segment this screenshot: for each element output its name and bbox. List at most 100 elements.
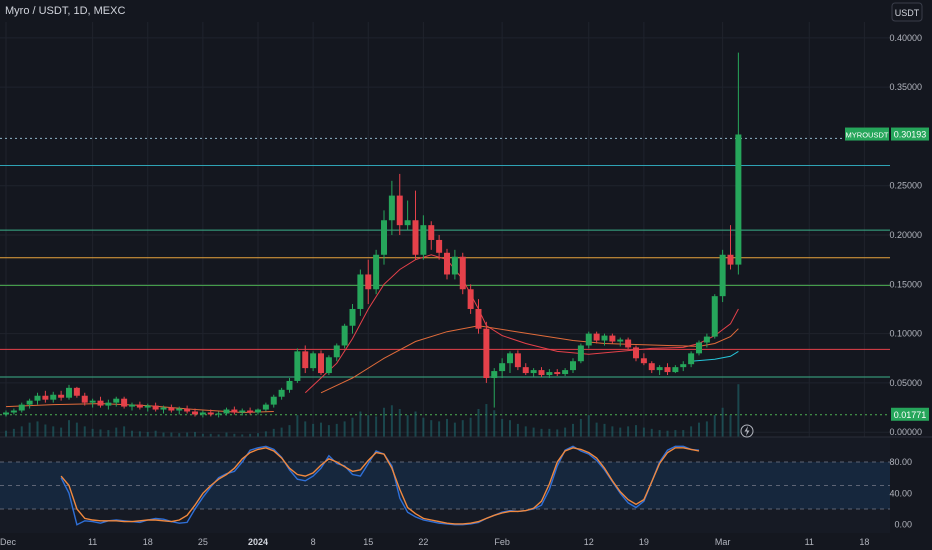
candle-body — [601, 335, 608, 341]
candle — [688, 351, 695, 368]
candle — [247, 407, 254, 415]
candle — [451, 249, 458, 280]
volume-bar — [375, 416, 378, 440]
candle-body — [199, 412, 206, 415]
candle — [617, 337, 624, 347]
volume-bar — [131, 430, 133, 440]
currency-button[interactable]: USDT — [891, 2, 923, 22]
price-tick-label: 0.40000 — [889, 33, 922, 43]
volume-bar — [225, 432, 228, 440]
candle — [585, 331, 592, 349]
volume-bar — [658, 430, 661, 440]
candle-body — [451, 256, 458, 275]
candle — [270, 394, 277, 408]
candle-body — [113, 398, 120, 403]
volume-bar — [572, 423, 574, 440]
candle-body — [215, 413, 222, 415]
candle-body — [467, 289, 474, 309]
candle-body — [562, 370, 569, 375]
candle — [58, 390, 65, 401]
candle — [318, 350, 324, 376]
candle-body — [735, 134, 742, 265]
candle — [152, 402, 159, 412]
time-axis[interactable]: Dec 11 18 25 2024 8 15 22 Feb 12 19 Mar 11 18 — [0, 537, 869, 547]
volume-bar — [44, 424, 47, 440]
candle-body — [81, 395, 88, 403]
volume-bar — [107, 430, 110, 440]
candle — [10, 408, 17, 415]
last-price-label: 0.01771 — [894, 410, 927, 420]
volume-bar — [335, 423, 338, 440]
candle — [255, 408, 261, 415]
volume-bar — [359, 411, 362, 440]
candle-body — [152, 405, 159, 410]
candle — [562, 368, 569, 377]
volume-bar — [146, 431, 149, 440]
candle — [231, 406, 238, 415]
candle — [546, 369, 553, 378]
volume-bar — [556, 429, 559, 440]
candle-body — [255, 409, 261, 413]
volume-bar — [721, 407, 724, 440]
price-tick-label: 0.10000 — [889, 329, 922, 339]
candle-body — [625, 339, 632, 348]
candle — [325, 355, 332, 376]
candle — [412, 190, 419, 260]
candle-body — [286, 380, 293, 390]
volume-bar — [194, 431, 196, 440]
candle-body — [396, 195, 403, 226]
candle — [601, 333, 608, 346]
candle — [262, 402, 269, 412]
candle-body — [42, 395, 49, 400]
candle-body — [475, 308, 482, 329]
candle-body — [144, 405, 151, 408]
volume-bar — [430, 420, 433, 440]
candle — [357, 269, 364, 316]
price-axis[interactable]: 0.40000 0.35000 0.25000 0.20000 0.15000 0.100… — [845, 33, 929, 530]
candle — [404, 200, 411, 231]
candle-body — [73, 387, 80, 396]
candle — [286, 377, 293, 393]
lightning-icon[interactable] — [740, 424, 754, 438]
candle — [467, 284, 474, 314]
volume-bar — [438, 421, 441, 440]
candle-body — [333, 345, 340, 358]
candle — [113, 396, 120, 407]
candle-body — [294, 351, 301, 381]
candle-body — [349, 308, 356, 326]
candle — [34, 392, 41, 405]
time-tick-label: 15 — [363, 537, 373, 547]
volume-bar — [60, 427, 63, 440]
candle — [26, 398, 33, 409]
candle — [89, 398, 96, 408]
candle — [522, 363, 529, 376]
candle — [633, 345, 639, 362]
candle — [396, 173, 403, 236]
volume-bar — [461, 420, 464, 440]
candle-body — [727, 254, 734, 265]
volume-bar — [642, 427, 645, 440]
candle-body — [184, 408, 191, 412]
candle — [239, 408, 246, 416]
candle-body — [247, 410, 254, 413]
volume-bar — [627, 426, 630, 440]
candle-body — [696, 342, 702, 354]
candle — [656, 365, 663, 376]
volume-bar — [383, 407, 385, 440]
candle — [333, 343, 340, 362]
candle-body — [89, 400, 96, 403]
volume-bar — [5, 430, 7, 440]
volume-bar — [446, 418, 448, 440]
volume-bar — [619, 427, 622, 440]
volume-bar — [327, 425, 330, 440]
volume-bar — [36, 421, 39, 440]
candle-body — [664, 367, 671, 373]
volume-bar — [737, 384, 740, 440]
candle — [349, 304, 356, 334]
volume-bar — [422, 417, 425, 440]
candle — [428, 221, 435, 250]
candle-body — [192, 411, 198, 415]
volume-bar — [682, 430, 685, 440]
volume-bar — [532, 427, 535, 440]
